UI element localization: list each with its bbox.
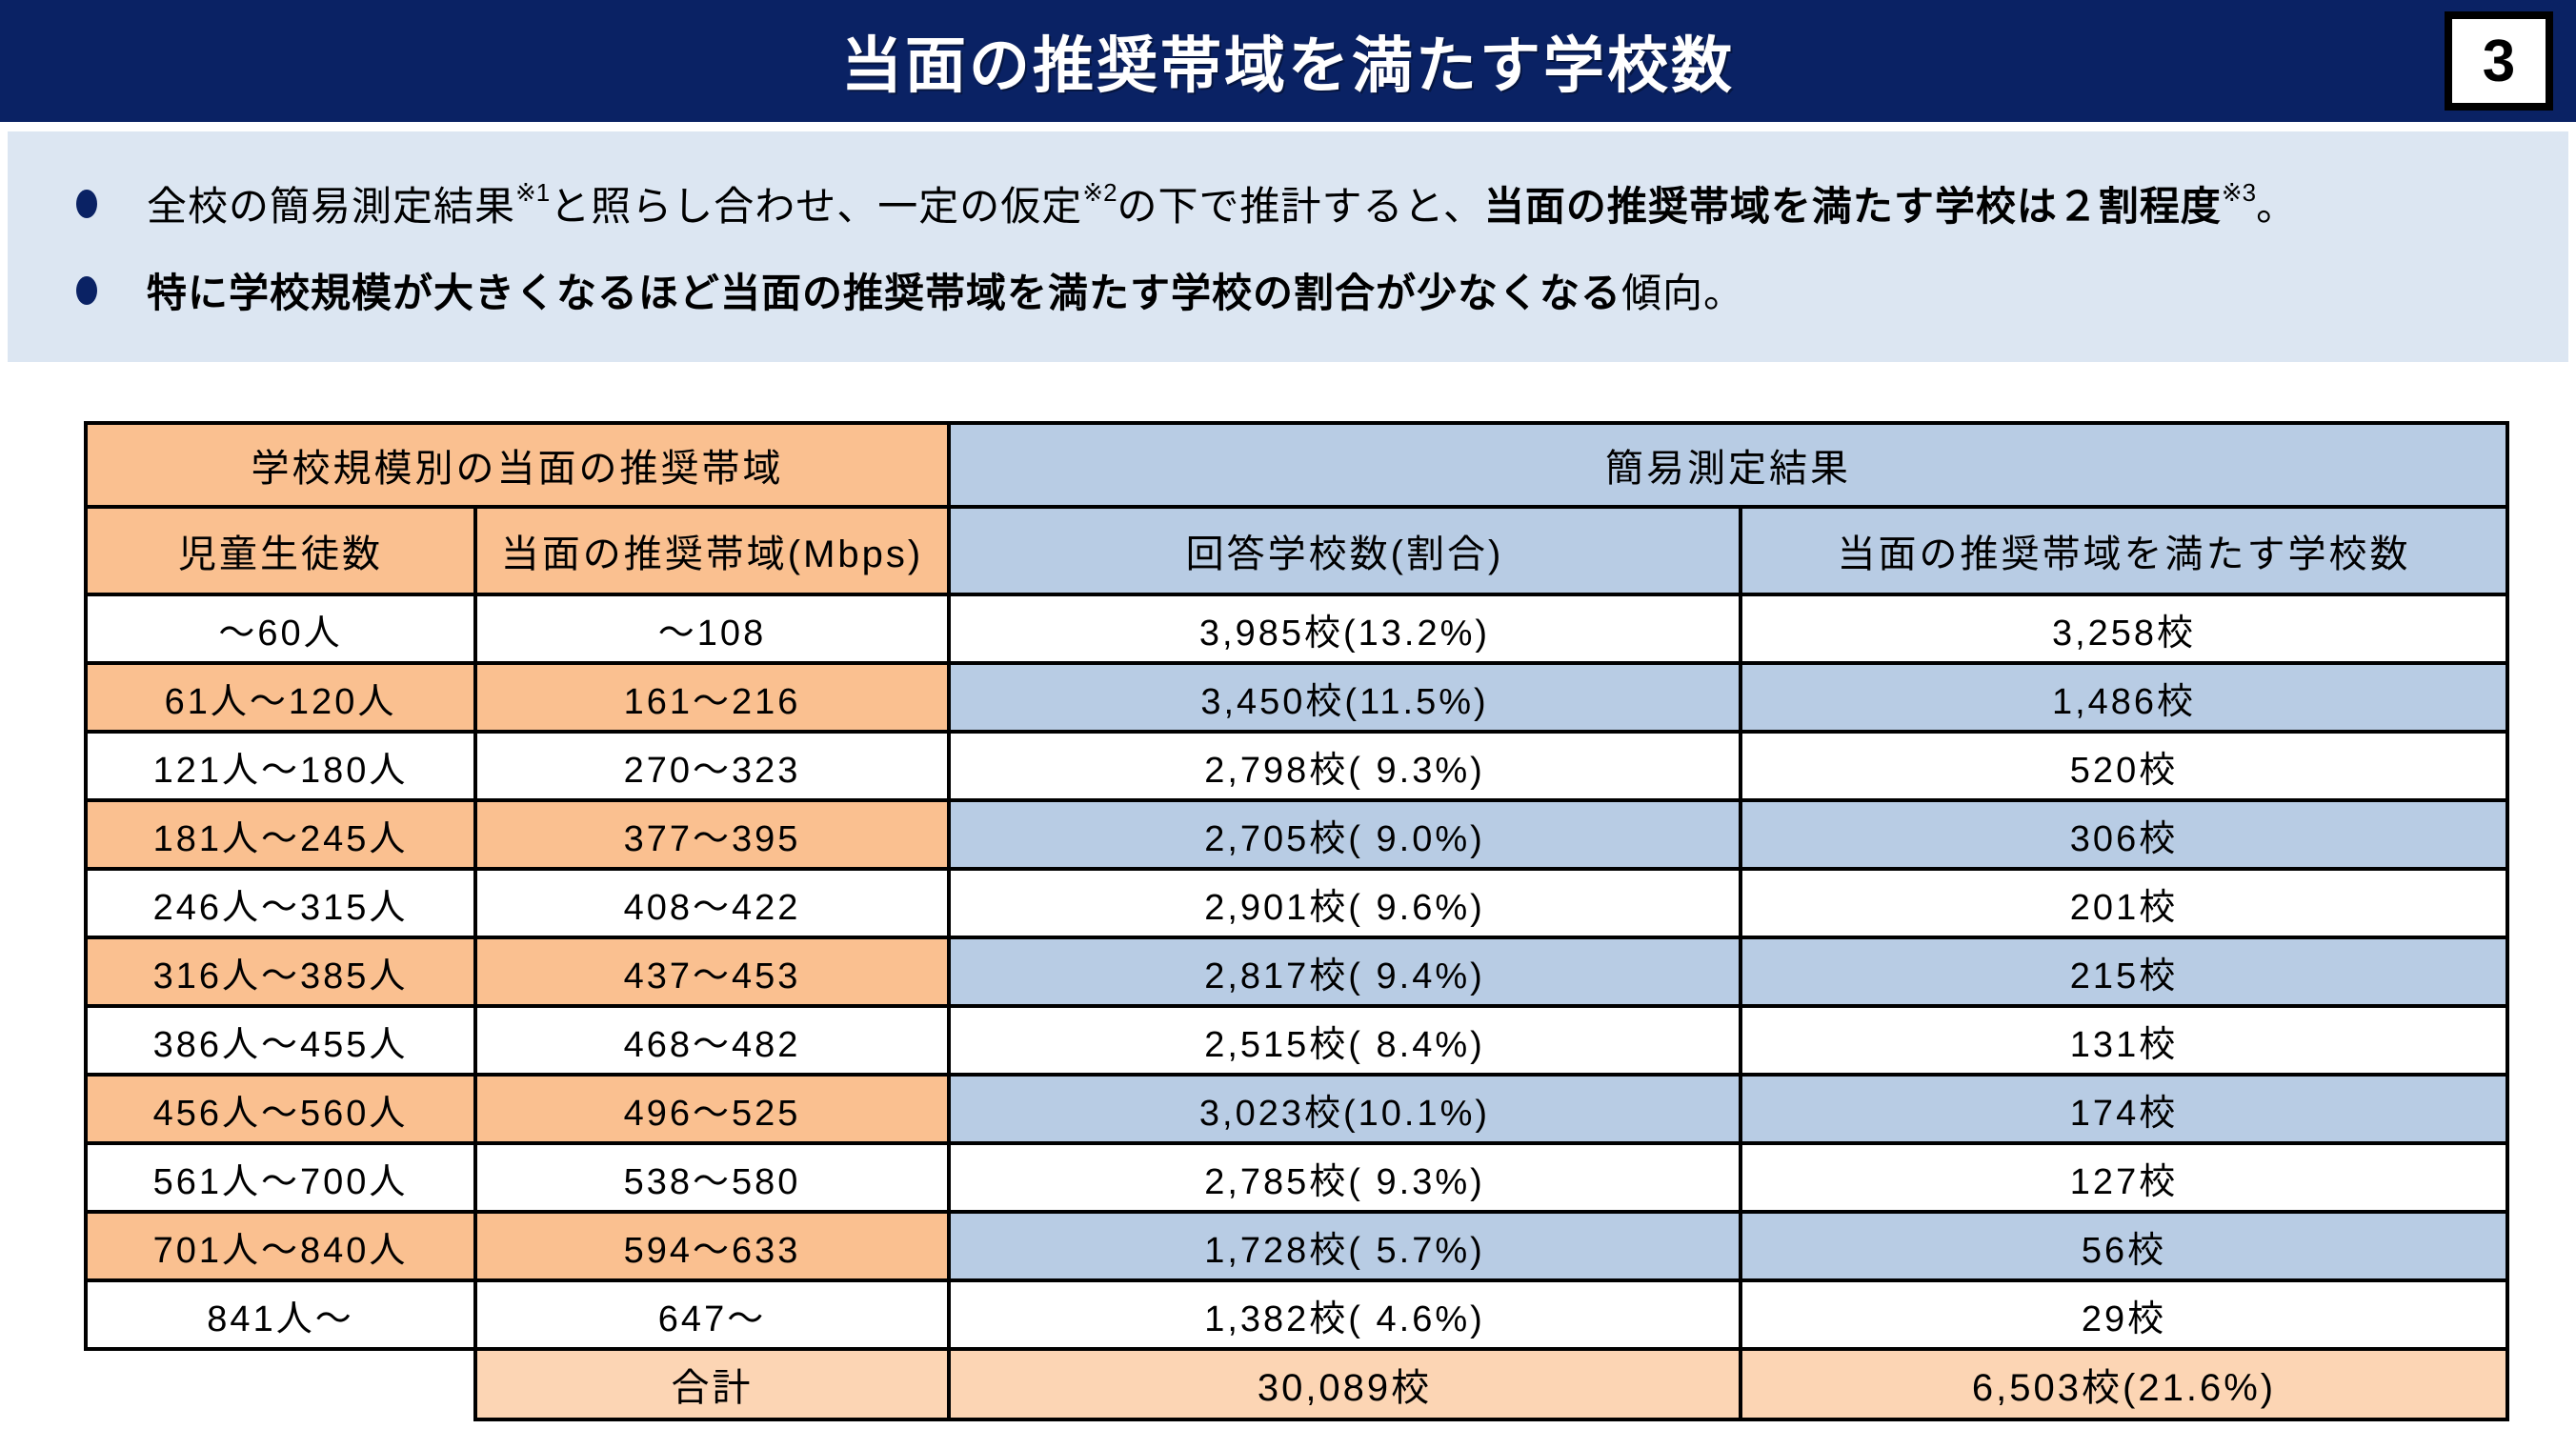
cell-meeting: 520校: [1739, 730, 2509, 802]
group-header-measurement: 簡易測定結果: [947, 421, 2509, 509]
footnote-marker: ※2: [1082, 178, 1117, 207]
bullet-item: 特に学校規模が大きくなるほど当面の推奨帯域を満たす学校の割合が少なくなる傾向。: [76, 261, 2568, 319]
cell-meeting: 3,258校: [1739, 593, 2509, 665]
cell-meeting: 1,486校: [1739, 661, 2509, 734]
cell-bandwidth: ～108: [473, 593, 951, 665]
table-row: 701人～840人 594～633 1,728校( 5.7%) 56校: [84, 1210, 2509, 1282]
cell-bandwidth: 408～422: [473, 867, 951, 939]
cell-students: 386人～455人: [84, 1004, 477, 1077]
cell-students: 181人～245人: [84, 798, 477, 871]
table-row: ～60人 ～108 3,985校(13.2%) 3,258校: [84, 593, 2509, 665]
cell-responses: 2,515校( 8.4%): [947, 1004, 1742, 1077]
cell-responses: 3,023校(10.1%): [947, 1073, 1742, 1145]
cell-students: ～60人: [84, 593, 477, 665]
cell-responses: 2,901校( 9.6%): [947, 867, 1742, 939]
bullet-segment-bold: 特に学校規模が大きくなるほど当面の推奨帯域を満たす学校の割合が少なくなる: [147, 271, 1622, 315]
table-row: 61人～120人 161～216 3,450校(11.5%) 1,486校: [84, 661, 2509, 734]
table-row: 456人～560人 496～525 3,023校(10.1%) 174校: [84, 1073, 2509, 1145]
cell-bandwidth: 377～395: [473, 798, 951, 871]
page-title: 当面の推奨帯域を満たす学校数: [841, 31, 1735, 100]
cell-bandwidth: 496～525: [473, 1073, 951, 1145]
table-group-header-row: 学校規模別の当面の推奨帯域 簡易測定結果: [84, 421, 2509, 509]
table-header-row: 児童生徒数 当面の推奨帯域(Mbps) 回答学校数(割合) 当面の推奨帯域を満た…: [84, 505, 2509, 596]
table-row: 121人～180人 270～323 2,798校( 9.3%) 520校: [84, 730, 2509, 802]
cell-bandwidth: 647～: [473, 1278, 951, 1351]
cell-meeting: 174校: [1739, 1073, 2509, 1145]
cell-responses: 2,798校( 9.3%): [947, 730, 1742, 802]
page-number: 3: [2482, 28, 2516, 94]
cell-responses: 1,728校( 5.7%): [947, 1210, 1742, 1282]
cell-students: 121人～180人: [84, 730, 477, 802]
cell-students: 841人～: [84, 1278, 477, 1351]
cell-bandwidth: 437～453: [473, 936, 951, 1008]
bullet-text: 特に学校規模が大きくなるほど当面の推奨帯域を満たす学校の割合が少なくなる傾向。: [147, 261, 1744, 319]
cell-responses: 3,985校(13.2%): [947, 593, 1742, 665]
total-meeting-cell: 6,503校(21.6%): [1739, 1347, 2509, 1421]
cell-responses: 3,450校(11.5%): [947, 661, 1742, 734]
page-number-badge: 3: [2445, 11, 2553, 111]
total-spacer-cell: [86, 1349, 475, 1419]
title-bar: 当面の推奨帯域を満たす学校数 3: [0, 0, 2576, 122]
cell-students: 561人～700人: [84, 1141, 477, 1214]
cell-responses: 2,817校( 9.4%): [947, 936, 1742, 1008]
column-header-bandwidth: 当面の推奨帯域(Mbps): [473, 505, 951, 596]
cell-bandwidth: 468～482: [473, 1004, 951, 1077]
cell-meeting: 215校: [1739, 936, 2509, 1008]
bullet-segment: 全校の簡易測定結果: [147, 184, 516, 229]
cell-students: 701人～840人: [84, 1210, 477, 1282]
bandwidth-table: 学校規模別の当面の推奨帯域 簡易測定結果 児童生徒数 当面の推奨帯域(Mbps)…: [84, 421, 2509, 1421]
table-row: 561人～700人 538～580 2,785校( 9.3%) 127校: [84, 1141, 2509, 1214]
cell-meeting: 127校: [1739, 1141, 2509, 1214]
table-row: 841人～ 647～ 1,382校( 4.6%) 29校: [84, 1278, 2509, 1351]
cell-meeting: 306校: [1739, 798, 2509, 871]
cell-meeting: 56校: [1739, 1210, 2509, 1282]
total-label-cell: 合計: [473, 1347, 951, 1421]
column-header-meeting: 当面の推奨帯域を満たす学校数: [1739, 505, 2509, 596]
footnote-marker: ※1: [515, 178, 551, 207]
cell-students: 246人～315人: [84, 867, 477, 939]
cell-students: 61人～120人: [84, 661, 477, 734]
bullet-segment: 傾向。: [1621, 271, 1745, 315]
cell-meeting: 29校: [1739, 1278, 2509, 1351]
cell-bandwidth: 270～323: [473, 730, 951, 802]
total-responses-cell: 30,089校: [947, 1347, 1742, 1421]
cell-responses: 2,785校( 9.3%): [947, 1141, 1742, 1214]
table-total-row: 合計 30,089校 6,503校(21.6%): [86, 1347, 2509, 1421]
table-row: 386人～455人 468～482 2,515校( 8.4%) 131校: [84, 1004, 2509, 1077]
table-row: 181人～245人 377～395 2,705校( 9.0%) 306校: [84, 798, 2509, 871]
bullet-icon: [76, 189, 97, 218]
bullet-item: 全校の簡易測定結果※1と照らし合わせ、一定の仮定※2の下で推計すると、当面の推奨…: [76, 174, 2568, 232]
cell-bandwidth: 538～580: [473, 1141, 951, 1214]
bullet-segment: と照らし合わせ、一定の仮定: [550, 184, 1083, 229]
cell-students: 316人～385人: [84, 936, 477, 1008]
bullet-segment-bold: 当面の推奨帯域を満たす学校は２割程度: [1483, 184, 2222, 229]
cell-responses: 2,705校( 9.0%): [947, 798, 1742, 871]
bullet-segment: 。: [2256, 184, 2298, 229]
group-header-school-size: 学校規模別の当面の推奨帯域: [84, 421, 951, 509]
footnote-marker: ※3: [2221, 178, 2257, 207]
cell-meeting: 131校: [1739, 1004, 2509, 1077]
bullet-icon: [76, 275, 97, 305]
cell-students: 456人～560人: [84, 1073, 477, 1145]
bullet-segment: の下で推計すると、: [1117, 184, 1484, 229]
table-row: 316人～385人 437～453 2,817校( 9.4%) 215校: [84, 936, 2509, 1008]
column-header-students: 児童生徒数: [84, 505, 477, 596]
summary-panel: 全校の簡易測定結果※1と照らし合わせ、一定の仮定※2の下で推計すると、当面の推奨…: [8, 131, 2568, 362]
cell-bandwidth: 594～633: [473, 1210, 951, 1282]
column-header-responses: 回答学校数(割合): [947, 505, 1742, 596]
cell-responses: 1,382校( 4.6%): [947, 1278, 1742, 1351]
cell-bandwidth: 161～216: [473, 661, 951, 734]
table-row: 246人～315人 408～422 2,901校( 9.6%) 201校: [84, 867, 2509, 939]
cell-meeting: 201校: [1739, 867, 2509, 939]
bullet-text: 全校の簡易測定結果※1と照らし合わせ、一定の仮定※2の下で推計すると、当面の推奨…: [147, 174, 2297, 232]
